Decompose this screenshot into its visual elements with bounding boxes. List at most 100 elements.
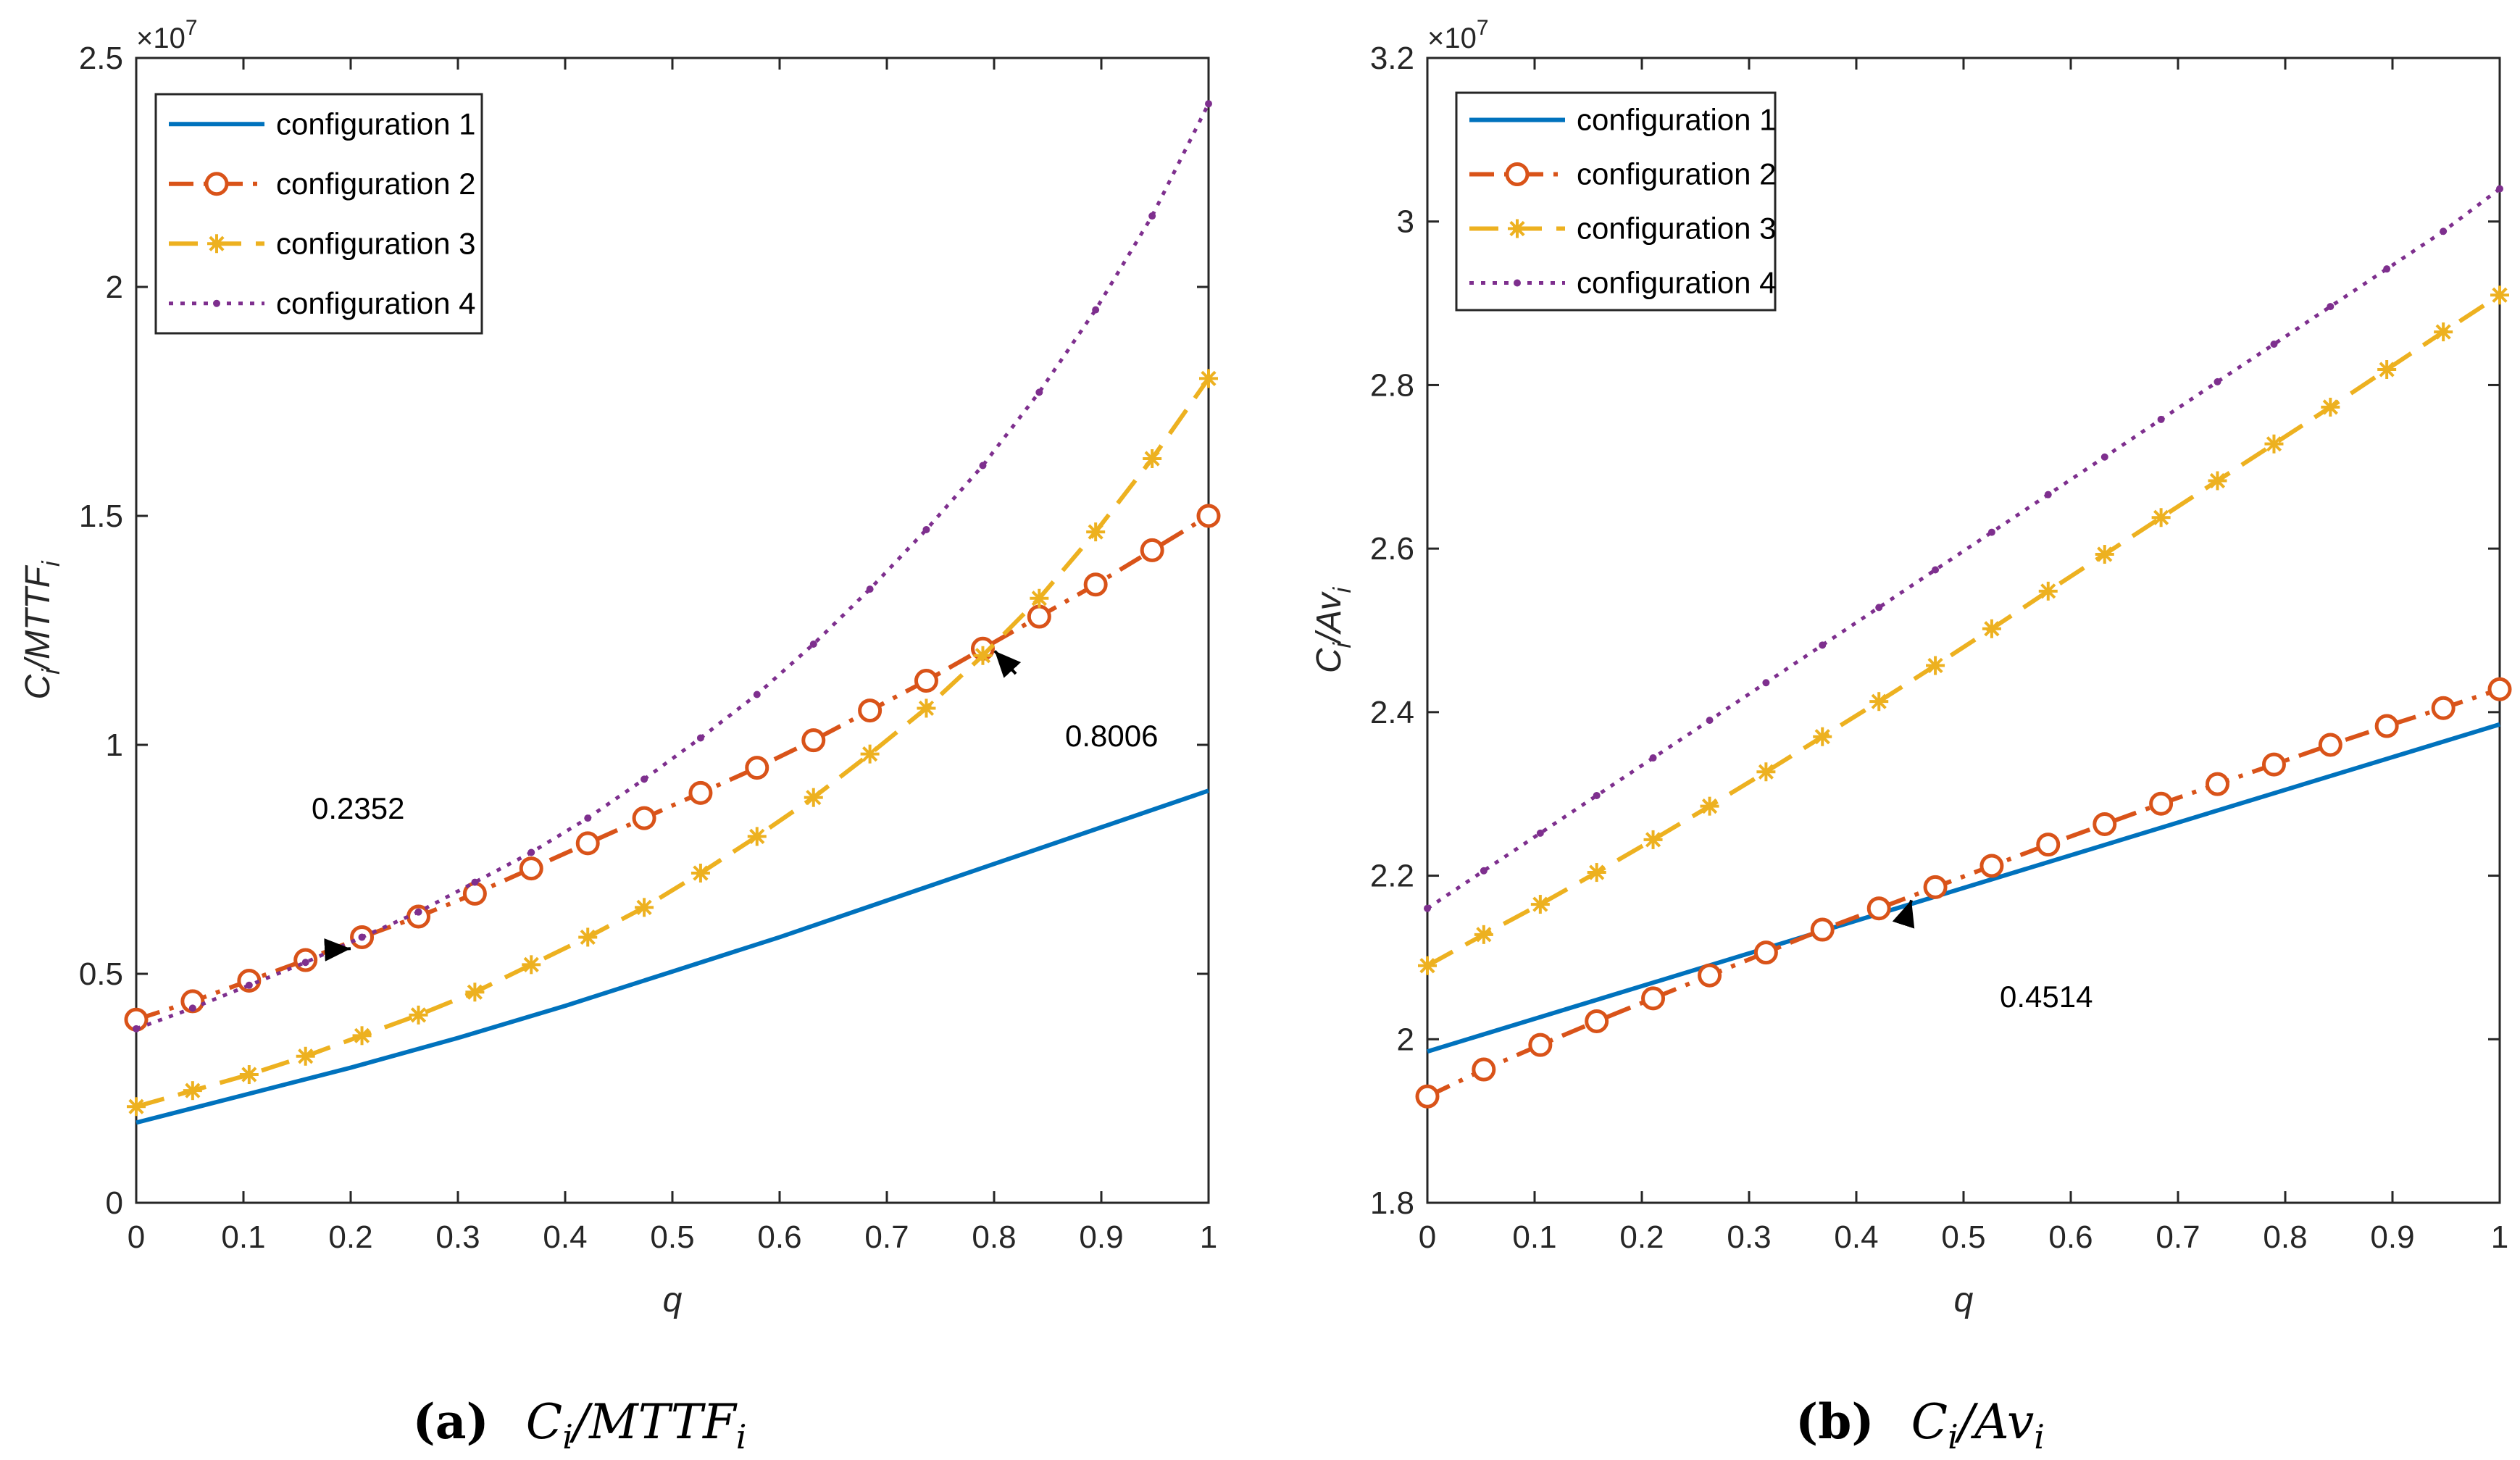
data-point-config-4	[358, 933, 366, 941]
x-tick-label: 0.1	[1512, 1219, 1556, 1255]
data-point-config-2	[2261, 752, 2286, 777]
y-tick-label: 0.5	[79, 956, 123, 992]
data-point-config-2	[1472, 1057, 1496, 1082]
data-point-config-4	[1819, 641, 1827, 649]
data-point-config-4	[1932, 566, 1940, 574]
data-point-config-3	[1030, 588, 1049, 608]
y-tick-label: 3.2	[1370, 41, 1414, 76]
x-tick-label: 0.4	[1834, 1219, 1878, 1255]
y-tick-label: 2.5	[79, 41, 123, 76]
x-tick-label: 0.8	[2263, 1219, 2307, 1255]
data-point-config-4	[414, 908, 422, 916]
y-tick-label: 2.6	[1370, 531, 1414, 567]
caption-b-sub2: i	[2034, 1417, 2045, 1456]
legend-label-4: configuration 4	[1577, 266, 1777, 300]
data-point-config-4	[809, 640, 817, 648]
x-tick-label: 0.7	[864, 1219, 909, 1255]
x-tick-label: 0.7	[2156, 1219, 2200, 1255]
x-tick-label: 0.2	[328, 1219, 372, 1255]
series-line-1	[1427, 722, 2500, 1054]
data-point-config-2	[1866, 896, 1891, 921]
data-point-config-3	[860, 744, 880, 764]
data-point-config-3	[183, 1081, 202, 1101]
data-point-config-3	[917, 698, 936, 718]
legend-marker-2	[1505, 162, 1530, 186]
data-point-config-3	[2434, 322, 2453, 342]
data-point-config-3	[1086, 522, 1106, 542]
data-point-config-4	[2440, 228, 2448, 235]
data-point-config-2	[2318, 733, 2342, 757]
data-point-config-3	[1143, 449, 1162, 468]
data-point-config-3	[1700, 796, 1719, 816]
data-point-config-3	[409, 1005, 428, 1025]
data-point-config-4	[471, 878, 479, 886]
data-point-config-4	[1092, 306, 1100, 314]
data-point-config-4	[1148, 212, 1156, 220]
data-point-config-3	[804, 788, 823, 807]
legend-label-2: configuration 2	[1577, 157, 1777, 191]
x-tick-label: 0.5	[1941, 1219, 1985, 1255]
data-point-config-2	[519, 856, 543, 881]
data-point-config-4	[2214, 377, 2221, 385]
caption-a-sub1: i	[562, 1417, 573, 1456]
data-point-config-4	[1205, 100, 1212, 108]
data-point-config-4	[2327, 303, 2335, 311]
data-point-config-2	[688, 780, 713, 805]
data-point-config-4	[2044, 491, 2052, 499]
legend-box	[1455, 91, 1777, 312]
data-point-config-4	[1987, 528, 1995, 536]
data-point-config-3	[352, 1026, 372, 1046]
data-point-config-3	[2095, 545, 2114, 564]
data-point-config-4	[2270, 341, 2278, 348]
caption-b-sub1: i	[1948, 1417, 1958, 1456]
data-point-config-3	[1530, 895, 1550, 914]
data-point-config-3	[1813, 727, 1832, 746]
caption-a: (a) Ci/MTTFi	[412, 1393, 746, 1456]
data-point-config-4	[2100, 453, 2108, 461]
legend-label-3: configuration 3	[1577, 212, 1777, 246]
data-point-config-3	[2321, 397, 2340, 417]
data-point-config-4	[2496, 185, 2503, 193]
caption-b-letter: (b)	[1795, 1393, 1874, 1450]
data-point-config-2	[1753, 940, 1778, 965]
y-axis-label: Ci/MTTFi	[19, 560, 65, 700]
data-point-config-4	[979, 462, 987, 470]
data-point-config-3	[1869, 692, 1889, 712]
data-point-config-3	[973, 646, 993, 665]
x-tick-label: 0.6	[2048, 1219, 2093, 1255]
data-point-config-3	[1926, 656, 1945, 675]
x-tick-label: 0.4	[543, 1219, 587, 1255]
data-point-config-4	[188, 1004, 196, 1012]
x-tick-label: 0.1	[221, 1219, 265, 1255]
data-point-config-4	[696, 734, 704, 742]
x-tick-label: 0.5	[650, 1219, 694, 1255]
legend-box	[154, 93, 483, 335]
data-point-config-4	[866, 585, 874, 593]
data-point-config-2	[1083, 572, 1108, 597]
data-point-config-4	[1762, 679, 1770, 687]
caption-a-main: C	[526, 1394, 563, 1450]
data-point-config-4	[1706, 717, 1714, 725]
legend-marker-4	[213, 299, 220, 307]
x-tick-label: 0.3	[1727, 1219, 1771, 1255]
data-point-config-4	[1593, 791, 1601, 799]
y-tick-label: 2.4	[1370, 695, 1414, 730]
caption-a-letter: (a)	[412, 1393, 488, 1450]
y-tick-label: 1	[106, 727, 123, 763]
data-point-config-2	[801, 728, 826, 753]
x-tick-label: 0	[128, 1219, 145, 1255]
caption-b: (b) Ci/Avi	[1795, 1393, 2045, 1456]
x-tick-label: 1	[2491, 1219, 2508, 1255]
y-exponent-label: ×107	[136, 16, 198, 54]
y-tick-label: 2.8	[1370, 367, 1414, 403]
legend-marker-4	[1514, 279, 1521, 287]
x-tick-label: 0	[1419, 1219, 1436, 1255]
data-point-config-3	[522, 955, 541, 975]
data-point-config-3	[1982, 619, 2001, 638]
data-point-config-2	[1979, 854, 2004, 878]
data-point-config-3	[127, 1097, 146, 1117]
y-tick-label: 2.2	[1370, 859, 1414, 894]
chart-panel-b: 1.8 2 2.2 2.4 2.6 2.8 3 3.2 0 0.1 0.2 0.3 0.4 0.5 0.6 0…	[1310, 16, 2512, 1319]
legend-marker-3	[207, 234, 226, 254]
